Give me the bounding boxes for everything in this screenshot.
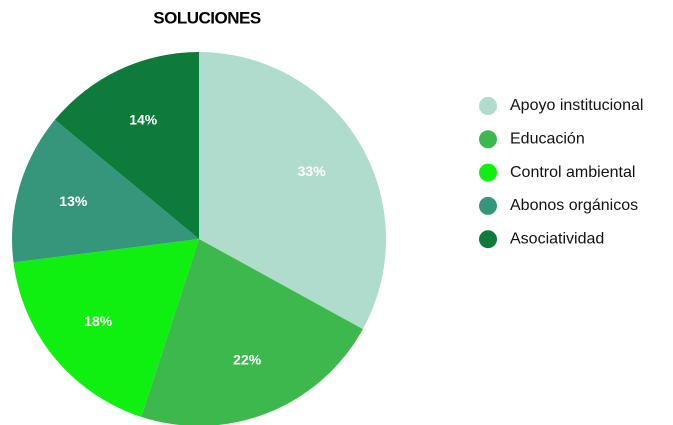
pie-slice bbox=[13, 239, 200, 417]
pie-slice bbox=[54, 52, 199, 239]
legend-label: Abonos orgánicos bbox=[510, 197, 638, 214]
pie-slice bbox=[141, 239, 363, 425]
pie-slice bbox=[11, 119, 199, 263]
legend-label: Apoyo institucional bbox=[510, 97, 643, 114]
legend-label: Asociatividad bbox=[510, 230, 604, 247]
legend-swatch bbox=[479, 230, 497, 249]
legend-swatch bbox=[479, 196, 497, 215]
slice-label: 22% bbox=[233, 351, 262, 367]
slice-label: 14% bbox=[129, 111, 158, 127]
chart-title: SOLUCIONES bbox=[153, 8, 261, 27]
legend-swatch bbox=[479, 97, 497, 115]
legend-label: Control ambiental bbox=[510, 164, 635, 181]
legend-swatch bbox=[479, 130, 497, 149]
legend-label: Educación bbox=[510, 131, 585, 148]
pie-slice bbox=[199, 52, 387, 330]
slice-label: 13% bbox=[59, 193, 88, 209]
legend-swatch bbox=[479, 163, 497, 182]
slice-label: 33% bbox=[298, 163, 327, 179]
slice-label: 18% bbox=[84, 313, 113, 329]
